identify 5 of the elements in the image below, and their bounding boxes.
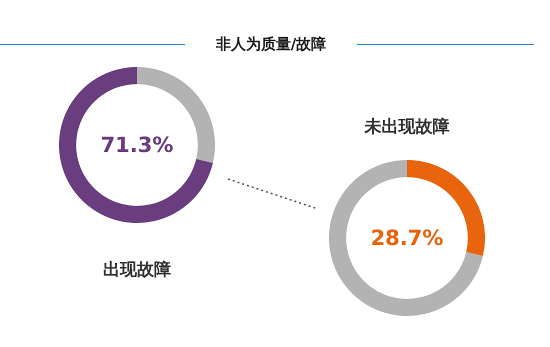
data-label: 71.3% <box>100 132 174 159</box>
text: 非人为质量/故障 <box>214 34 328 55</box>
data-label: 28.7% <box>370 225 444 252</box>
slice-label: 未出现故障 <box>363 116 450 139</box>
slice-label: 出现故障 <box>102 259 172 282</box>
